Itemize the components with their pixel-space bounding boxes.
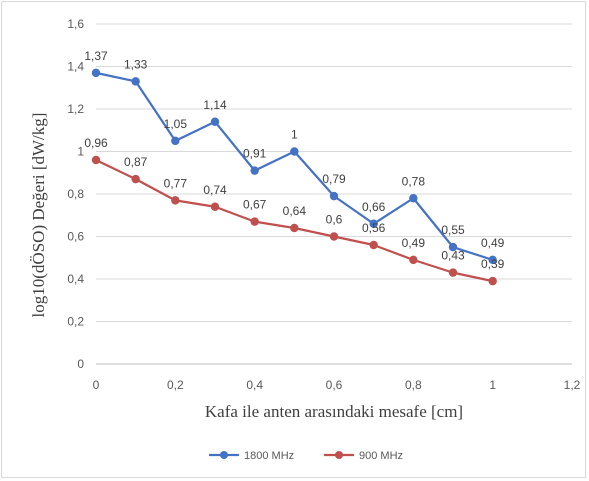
y-axis-ticks: 0 0,2 0,4 0,6 0,8 1 1,2 1,4 1,6 (67, 17, 84, 371)
y-tick-label: 1,4 (67, 60, 84, 74)
data-label: 0,56 (362, 221, 386, 235)
data-point (250, 217, 259, 226)
y-tick-label: 0,6 (67, 230, 84, 244)
data-point (171, 136, 180, 146)
data-point (290, 223, 299, 233)
x-tick-label: 0,8 (405, 378, 422, 392)
data-point (329, 232, 339, 241)
data-label: 0,87 (124, 155, 148, 169)
data-label: 0,43 (441, 249, 465, 263)
x-tick-label: 0,4 (246, 378, 263, 392)
data-label: 0,64 (283, 204, 307, 218)
x-tick-label: 1 (489, 378, 496, 392)
data-point (409, 194, 418, 203)
x-tick-label: 0,6 (326, 378, 343, 392)
x-axis-ticks: 0 0,2 0,4 0,6 0,8 1 1,2 (93, 378, 581, 392)
x-axis-title: Kafa ile anten arasındaki mesafe [cm] (205, 402, 463, 421)
series-line (95, 159, 493, 283)
data-label: 1,37 (84, 49, 108, 63)
y-tick-label: 1 (77, 145, 84, 159)
y-tick-label: 0,2 (67, 315, 84, 329)
data-label: 0,55 (441, 223, 465, 237)
legend-label: 1800 MHz (244, 450, 294, 462)
y-tick-label: 1,2 (67, 102, 84, 116)
data-label: 0,39 (481, 257, 505, 271)
data-label: 0,49 (481, 236, 505, 250)
data-point (488, 255, 497, 265)
y-tick-label: 0,4 (67, 272, 84, 286)
data-point (91, 68, 101, 78)
data-label: 0,77 (164, 176, 188, 190)
legend: 1800 MHz 900 MHz (209, 450, 403, 462)
x-tick-label: 0 (93, 378, 100, 392)
data-label: 0,6 (326, 213, 343, 227)
data-point (369, 240, 378, 250)
y-tick-label: 0 (77, 357, 84, 371)
data-point (369, 219, 378, 228)
x-tick-label: 1,2 (564, 378, 581, 392)
data-label: 0,78 (402, 174, 426, 188)
data-point (171, 196, 180, 205)
data-point (250, 166, 259, 175)
legend-label: 900 MHz (359, 450, 403, 462)
data-point (409, 255, 418, 265)
data-point (210, 202, 220, 211)
data-label: 1,33 (124, 57, 148, 71)
data-label: 0,91 (243, 147, 267, 161)
data-point (448, 242, 458, 252)
data-point (488, 276, 497, 286)
data-point (131, 77, 140, 86)
data-point (131, 174, 140, 184)
data-point (329, 191, 339, 201)
data-label: 1,05 (164, 117, 188, 131)
data-point (91, 155, 101, 165)
data-labels: 1,37 1,33 1,05 1,14 0,91 1 0,79 0,66 0,78 0,55 0,4… (84, 49, 504, 271)
y-tick-label: 1,6 (67, 17, 84, 31)
data-label: 0,49 (402, 236, 426, 250)
y-tick-label: 0,8 (67, 187, 84, 201)
x-tick-label: 0,2 (167, 378, 184, 392)
series-layer (91, 68, 497, 286)
legend-marker (335, 451, 343, 459)
data-point (448, 268, 458, 277)
legend-marker (220, 451, 228, 459)
data-label: 0,79 (322, 172, 346, 186)
data-point (290, 147, 299, 156)
data-label: 0,96 (84, 136, 108, 150)
y-axis-title: log10(dÖSO) Değeri [dW/kg] (29, 113, 48, 318)
data-label: 0,67 (243, 198, 267, 212)
data-label: 0,74 (203, 183, 227, 197)
data-label: 1,14 (203, 98, 227, 112)
data-label: 1 (291, 128, 298, 142)
data-point (210, 117, 220, 126)
data-label: 0,66 (362, 200, 386, 214)
